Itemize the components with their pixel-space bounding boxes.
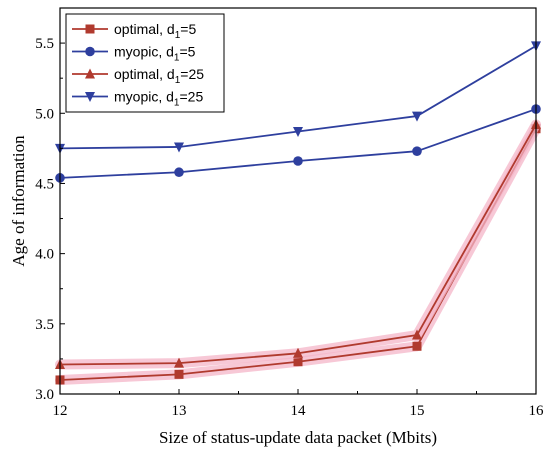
y-tick-label-0: 3.0 bbox=[35, 387, 54, 403]
x-tick-label-0: 12 bbox=[53, 403, 68, 419]
series-3-point-1 bbox=[174, 142, 184, 153]
series-2-point-2 bbox=[293, 347, 303, 358]
x-tick-label-1: 13 bbox=[172, 403, 187, 419]
y-tick-label-2: 4.0 bbox=[35, 247, 54, 263]
legend-item-0: optimal, d1=5 bbox=[72, 21, 196, 41]
series-1-point-3 bbox=[412, 146, 422, 156]
plot-area bbox=[55, 41, 541, 385]
legend-label-0: optimal, d1=5 bbox=[114, 21, 196, 41]
series-1-point-1 bbox=[174, 167, 184, 178]
legend-swatch-marker bbox=[85, 92, 95, 102]
series-0-point-2 bbox=[293, 357, 303, 367]
series-3-point-2 bbox=[293, 127, 303, 138]
axis-ticks: 12 13 14 15 16 3.0 3.5 4.0 4.5 5.0 5.5 bbox=[35, 36, 544, 419]
y-tick-label-5: 5.5 bbox=[35, 36, 54, 52]
series-1-line bbox=[59, 108, 537, 179]
series-2-point-1 bbox=[174, 357, 184, 368]
x-tick-label-3: 15 bbox=[410, 403, 425, 419]
y-axis-label: Age of information bbox=[9, 135, 28, 267]
series-1-point-2 bbox=[293, 156, 303, 166]
series-0-point-1 bbox=[174, 369, 184, 379]
legend-item-1: myopic, d1=5 bbox=[72, 44, 196, 64]
legend-swatch-marker bbox=[85, 68, 95, 79]
y-tick-label-1: 3.5 bbox=[35, 317, 54, 333]
series-2-point-3 bbox=[412, 329, 422, 340]
x-tick-label-4: 16 bbox=[529, 403, 545, 419]
series-3 bbox=[55, 41, 541, 154]
x-tick-label-2: 14 bbox=[291, 403, 307, 419]
legend-item-3: myopic, d1=25 bbox=[72, 89, 203, 109]
series-3-point-3 bbox=[412, 111, 422, 122]
legend-label-3: myopic, d1=25 bbox=[114, 89, 203, 109]
series-0-point-3 bbox=[412, 341, 422, 351]
legend-item-2: optimal, d1=25 bbox=[72, 66, 204, 86]
legend-label-2: optimal, d1=25 bbox=[114, 66, 204, 86]
x-axis-label: Size of status-update data packet (Mbits… bbox=[159, 428, 437, 447]
legend-swatch-marker bbox=[85, 46, 95, 57]
legend-swatch-marker bbox=[85, 24, 95, 34]
series-2 bbox=[55, 119, 541, 370]
y-tick-label-4: 5.0 bbox=[35, 106, 54, 122]
y-tick-label-3: 4.5 bbox=[35, 176, 54, 192]
series-1 bbox=[55, 104, 541, 183]
legend-label-1: myopic, d1=5 bbox=[114, 44, 196, 64]
